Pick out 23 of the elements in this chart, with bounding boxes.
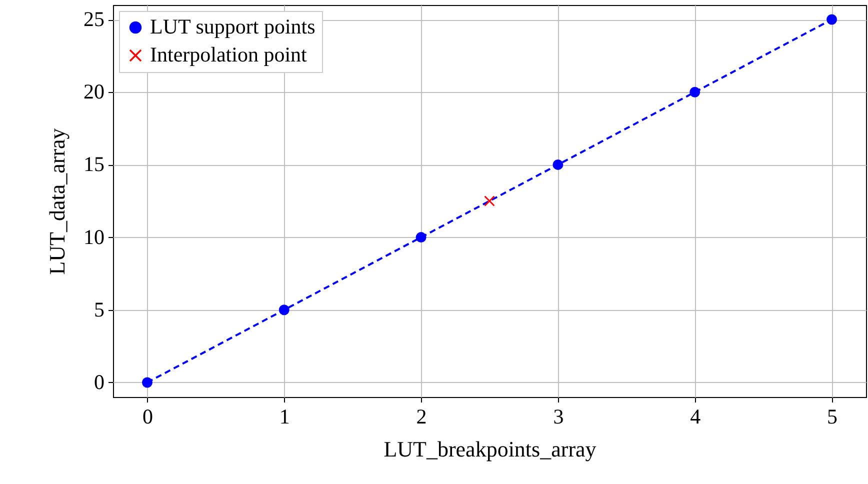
x-axis-title: LUT_breakpoints_array <box>384 436 596 462</box>
point <box>142 377 152 388</box>
y-tick-label: 25 <box>84 7 104 32</box>
y-tick-label: 15 <box>84 152 104 176</box>
y-tick-label: 0 <box>94 370 104 394</box>
point <box>278 304 290 316</box>
y-tick-label: 20 <box>84 80 104 104</box>
x-tick-label: 2 <box>416 404 427 428</box>
x-tick-label: 5 <box>827 404 838 428</box>
point <box>690 86 700 98</box>
point <box>826 14 838 25</box>
y-axis-title: LUT_data_array <box>44 128 70 275</box>
point <box>416 232 426 243</box>
legend-label: LUT support points <box>150 14 316 38</box>
point <box>552 159 564 170</box>
legend-label: Interpolation point <box>150 42 308 66</box>
x-tick-label: 0 <box>142 404 153 428</box>
y-tick-label: 5 <box>94 297 104 322</box>
point <box>484 196 495 206</box>
x-tick-label: 1 <box>279 404 290 428</box>
y-tick-label: 10 <box>84 224 104 249</box>
x-tick-label: 3 <box>553 404 564 428</box>
x-tick-label: 4 <box>690 404 702 428</box>
